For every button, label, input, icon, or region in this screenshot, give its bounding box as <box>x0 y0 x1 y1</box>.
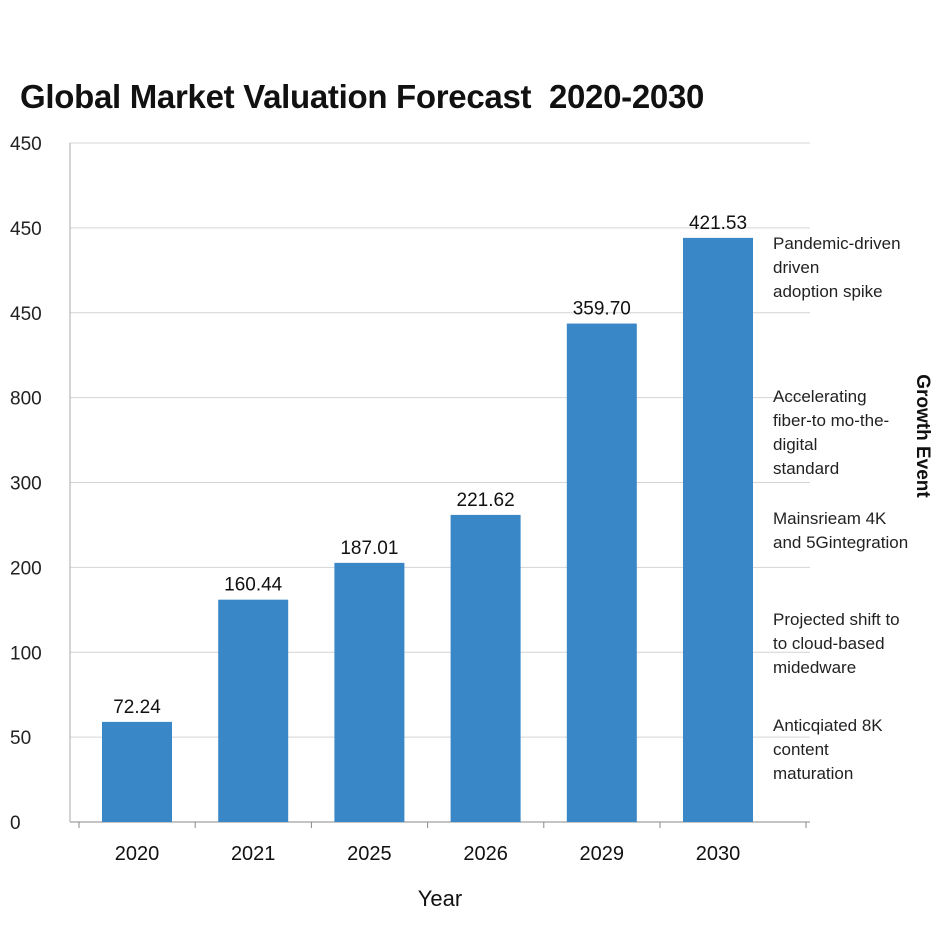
annotation-line: and 5Gintegration <box>773 533 909 552</box>
annotation-line: standard <box>773 459 840 478</box>
y-tick-label: 800 <box>10 389 42 410</box>
annotation-line: Accelerating <box>773 387 867 406</box>
annotation: Pandemic-driven driven adoption spike <box>773 232 901 304</box>
data-label: 359.70 <box>573 299 631 320</box>
x-tick-label: 2025 <box>347 843 392 865</box>
bar <box>683 237 753 822</box>
annotation: Projected shift to to cloud-based midedwar… <box>773 608 900 680</box>
y-tick-label: 0 <box>10 813 21 834</box>
x-tick-label: 2026 <box>463 843 508 865</box>
x-tick-label: 2020 <box>115 843 160 865</box>
annotation-line: Anticqiated 8K <box>773 716 883 735</box>
bar <box>218 599 289 822</box>
bar <box>566 323 637 822</box>
annotation: Accelerating fiber-to mo-the-digital stand… <box>773 385 889 481</box>
bar <box>450 514 521 822</box>
x-tick-label: 2030 <box>696 843 741 865</box>
y-tick-label: 450 <box>10 134 42 155</box>
data-label: 421.53 <box>689 213 747 234</box>
annotation-line: fiber-to mo-the- <box>773 411 890 430</box>
y-tick-label: 450 <box>10 304 42 325</box>
annotation-line: Pandemic-driven <box>773 234 901 253</box>
data-label: 187.01 <box>340 538 398 559</box>
bar <box>334 562 405 822</box>
annotation-line: driven <box>773 258 820 277</box>
y-tick-label: 450 <box>10 219 42 240</box>
annotation-line: digital <box>773 435 818 454</box>
annotation-line: to cloud-based <box>773 634 885 653</box>
chart-title: Global Market Valuation Forecast 2020-20… <box>20 78 705 115</box>
right-axis-label: Growth Event <box>912 374 933 498</box>
annotation: Mainsrieam 4K and 5Gintegration <box>773 507 908 555</box>
x-tick-label: 2021 <box>231 843 276 865</box>
bar <box>102 721 172 822</box>
annotation-line: midedware <box>773 658 857 677</box>
annotation-line: content <box>773 740 829 759</box>
y-tick-label: 50 <box>10 728 31 749</box>
annotation-line: adoption spike <box>773 282 883 301</box>
annotation: Anticqiated 8K content maturation <box>773 714 883 786</box>
annotation-line: Mainsrieam 4K <box>773 509 887 528</box>
y-tick-label: 300 <box>10 474 42 495</box>
data-label: 221.62 <box>457 490 515 511</box>
y-tick-label: 200 <box>10 558 42 579</box>
x-tick-label: 2029 <box>580 843 625 865</box>
y-tick-label: 100 <box>10 643 42 664</box>
annotation-line: maturation <box>773 764 854 783</box>
data-label: 160.44 <box>224 575 283 596</box>
data-label: 72.24 <box>113 697 161 718</box>
annotation-line: Projected shift to <box>773 610 900 629</box>
x-axis-label: Year <box>418 886 462 911</box>
